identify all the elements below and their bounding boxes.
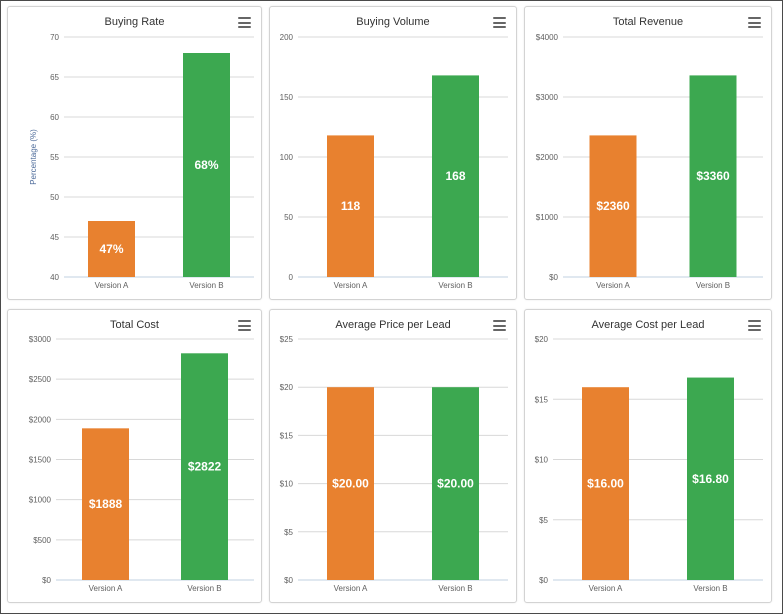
y-axis-label: Percentage (%) <box>29 129 38 185</box>
y-tick-label: $4000 <box>536 33 559 42</box>
x-category-label: Version B <box>438 584 472 593</box>
chart-title: Total Cost <box>110 319 159 331</box>
bar <box>582 387 629 580</box>
chart-title: Buying Rate <box>105 16 165 28</box>
y-tick-label: 200 <box>280 33 294 42</box>
chart-title: Average Price per Lead <box>335 319 450 331</box>
y-tick-label: 45 <box>50 233 59 242</box>
y-tick-label: $0 <box>284 576 293 585</box>
bar-data-label: $16.00 <box>587 477 624 491</box>
y-tick-label: $1500 <box>29 456 52 465</box>
y-tick-label: $1000 <box>536 213 559 222</box>
x-category-label: Version B <box>693 584 727 593</box>
bar-data-label: $1888 <box>89 497 123 511</box>
chart-svg: Buying Rate 40 45 50 55 60 65 70 Percentage (%) 4… <box>29 16 254 290</box>
x-category-label: Version A <box>89 584 123 593</box>
bar-data-label: 118 <box>341 199 361 213</box>
y-tick-label: $20 <box>280 383 294 392</box>
bar-data-label: 47% <box>99 242 123 256</box>
y-tick-label: $2000 <box>29 415 52 424</box>
y-tick-label: $15 <box>280 431 294 440</box>
x-category-label: Version B <box>187 584 221 593</box>
y-tick-label: $2000 <box>536 153 559 162</box>
y-tick-label: $5 <box>539 516 548 525</box>
chart-title: Buying Volume <box>356 16 429 28</box>
bar <box>432 75 479 278</box>
chart-svg: Average Price per Lead $0 $5 $10 $15 $20 $25 $2… <box>280 319 508 593</box>
chart-svg: Buying Volume 0 50 100 150 200 118 Version A 168… <box>280 16 508 290</box>
chart-menu-icon[interactable] <box>238 17 251 28</box>
chart-menu-icon[interactable] <box>493 17 506 28</box>
y-tick-label: $3000 <box>536 93 559 102</box>
y-tick-label: 50 <box>284 213 293 222</box>
y-tick-label: $500 <box>33 536 51 545</box>
chart-menu-icon[interactable] <box>493 320 506 331</box>
bar-data-label: $3360 <box>696 169 730 183</box>
bar <box>432 387 479 580</box>
x-category-label: Version A <box>596 281 630 290</box>
bar <box>181 353 228 580</box>
bar-data-label: $2360 <box>596 199 630 213</box>
y-tick-label: $20 <box>535 335 549 344</box>
bar-data-label: $20.00 <box>437 477 474 491</box>
bar-data-label: 168 <box>445 169 465 183</box>
bar <box>88 221 135 277</box>
chart-menu-icon[interactable] <box>748 320 761 331</box>
bar-data-label: $16.80 <box>692 472 729 486</box>
chart-menu-icon[interactable] <box>238 320 251 331</box>
bar <box>183 53 230 277</box>
y-tick-label: 100 <box>280 153 294 162</box>
chart-svg: Average Cost per Lead $0 $5 $10 $15 $20 $16.00… <box>535 319 763 593</box>
chart-svg: Total Cost $0 $500 $1000 $1500 $2000 $2500 $300… <box>29 319 254 593</box>
buying-rate-chart-panel: Buying Rate 40 45 50 55 60 65 70 Percentage (%) 4… <box>7 6 262 300</box>
chart-title: Average Cost per Lead <box>592 319 705 331</box>
x-category-label: Version B <box>696 281 730 290</box>
x-category-label: Version B <box>189 281 223 290</box>
buying-volume-chart-panel: Buying Volume 0 50 100 150 200 118 Version A 168… <box>269 6 517 300</box>
y-tick-label: $5 <box>284 528 293 537</box>
bar <box>687 377 734 580</box>
y-tick-label: $0 <box>42 576 51 585</box>
y-tick-label: 60 <box>50 113 59 122</box>
x-category-label: Version B <box>438 281 472 290</box>
total-cost-chart-panel: Total Cost $0 $500 $1000 $1500 $2000 $2500 $300… <box>7 309 262 603</box>
y-tick-label: $10 <box>535 456 549 465</box>
chart-svg: Total Revenue $0 $1000 $2000 $3000 $4000 $2360… <box>536 16 763 290</box>
total-revenue-chart-panel: Total Revenue $0 $1000 $2000 $3000 $4000 $2360… <box>524 6 772 300</box>
chart-title: Total Revenue <box>613 16 683 28</box>
y-tick-label: 50 <box>50 193 59 202</box>
bar <box>327 387 374 580</box>
y-tick-label: 150 <box>280 93 294 102</box>
y-tick-label: $0 <box>549 273 558 282</box>
bar <box>82 428 129 580</box>
bar-data-label: $2822 <box>188 460 222 474</box>
y-tick-label: $15 <box>535 395 549 404</box>
y-tick-label: $3000 <box>29 335 52 344</box>
average-cost-per-lead-chart-panel: Average Cost per Lead $0 $5 $10 $15 $20 $16.00… <box>524 309 772 603</box>
x-category-label: Version A <box>334 584 368 593</box>
bar <box>327 135 374 277</box>
y-tick-label: 0 <box>289 273 294 282</box>
x-category-label: Version A <box>589 584 623 593</box>
bar-data-label: 68% <box>194 158 218 172</box>
x-category-label: Version A <box>95 281 129 290</box>
y-tick-label: $25 <box>280 335 294 344</box>
y-tick-label: 65 <box>50 73 59 82</box>
y-tick-label: 55 <box>50 153 59 162</box>
y-tick-label: $2500 <box>29 375 52 384</box>
y-tick-label: 40 <box>50 273 59 282</box>
bar-data-label: $20.00 <box>332 477 369 491</box>
average-price-per-lead-chart-panel: Average Price per Lead $0 $5 $10 $15 $20 $25 $2… <box>269 309 517 603</box>
y-tick-label: $1000 <box>29 496 52 505</box>
x-category-label: Version A <box>334 281 368 290</box>
chart-menu-icon[interactable] <box>748 17 761 28</box>
bar <box>589 135 637 277</box>
y-tick-label: $0 <box>539 576 548 585</box>
bar <box>689 75 737 278</box>
y-tick-label: $10 <box>280 480 294 489</box>
y-tick-label: 70 <box>50 33 59 42</box>
